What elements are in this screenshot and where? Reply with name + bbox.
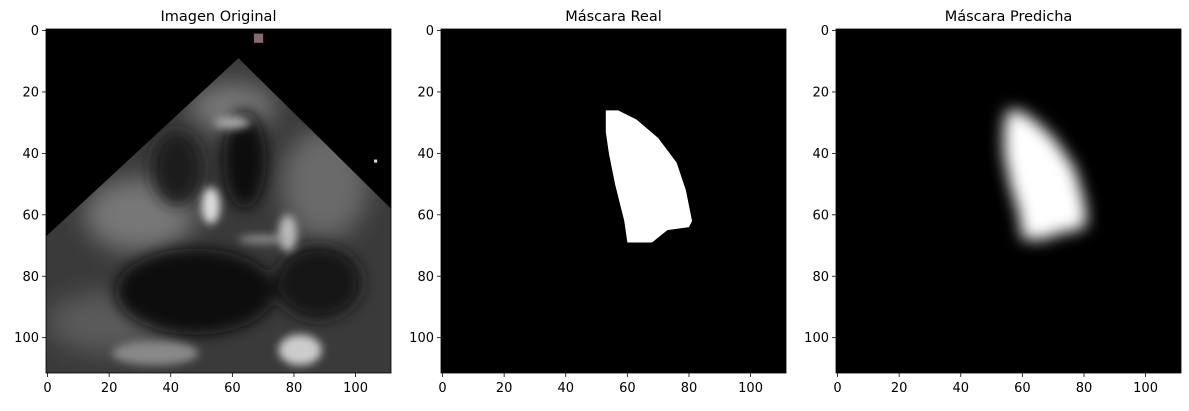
y-tick-label: 100	[409, 331, 434, 346]
x-tick-label: 40	[952, 381, 969, 396]
x-tick-label: 100	[343, 381, 368, 396]
panel-title: Imagen Original	[161, 9, 277, 25]
x-tick-label: 0	[438, 381, 446, 396]
y-tick-label: 80	[417, 270, 434, 285]
y-tick-label: 0	[426, 24, 434, 39]
y-tick-label: 80	[812, 270, 829, 285]
y-tick-label: 100	[14, 331, 39, 346]
y-tick-label: 40	[417, 147, 434, 162]
y-tick-label: 100	[804, 331, 829, 346]
y-tick-label: 60	[22, 208, 39, 223]
x-tick-label: 40	[557, 381, 574, 396]
y-tick-label: 40	[812, 147, 829, 162]
x-tick-label: 60	[1014, 381, 1031, 396]
axes-frame	[440, 28, 787, 374]
x-tick-label: 100	[738, 381, 763, 396]
y-tick-label: 20	[22, 85, 39, 100]
true-mask-image	[441, 29, 786, 373]
ultrasound-image	[46, 29, 391, 373]
x-tick-label: 60	[619, 381, 636, 396]
x-tick-label: 40	[162, 381, 179, 396]
x-tick-label: 80	[681, 381, 698, 396]
y-tick-label: 0	[821, 24, 829, 39]
x-tick-label: 100	[1133, 381, 1158, 396]
x-tick-label: 0	[43, 381, 51, 396]
x-tick-label: 80	[1076, 381, 1093, 396]
x-tick-label: 20	[101, 381, 118, 396]
axes-frame	[835, 28, 1182, 374]
panel-title: Máscara Predicha	[945, 9, 1073, 25]
y-tick-label: 40	[22, 147, 39, 162]
y-tick-label: 0	[31, 24, 39, 39]
x-tick-label: 80	[286, 381, 303, 396]
y-tick-label: 20	[417, 85, 434, 100]
x-tick-label: 0	[833, 381, 841, 396]
y-tick-label: 80	[22, 270, 39, 285]
y-tick-label: 60	[417, 208, 434, 223]
x-tick-label: 20	[891, 381, 908, 396]
y-tick-label: 20	[812, 85, 829, 100]
axes-frame	[45, 28, 392, 374]
predicted-mask-image	[836, 29, 1181, 373]
y-tick-label: 60	[812, 208, 829, 223]
x-tick-label: 60	[224, 381, 241, 396]
panel-title: Máscara Real	[565, 9, 662, 25]
x-tick-label: 20	[496, 381, 513, 396]
